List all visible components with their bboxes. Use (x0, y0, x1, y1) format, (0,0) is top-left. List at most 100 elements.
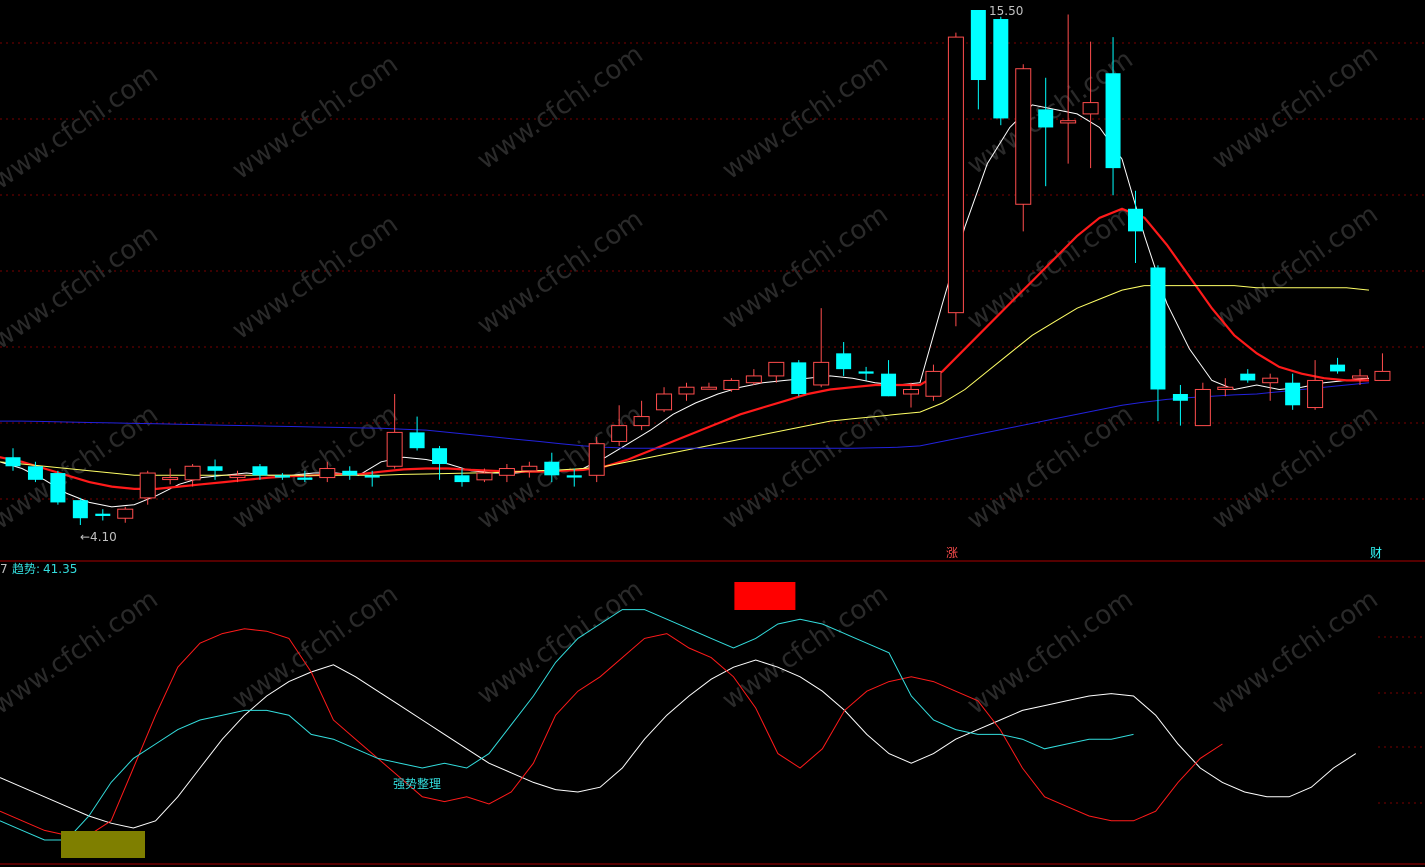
candle-body-up (611, 425, 628, 442)
candle (656, 387, 673, 413)
candle (678, 382, 695, 401)
candle (993, 16, 1009, 126)
candle-body-up (1217, 386, 1234, 390)
indicator-prefix: 7 (0, 562, 8, 576)
candle (162, 468, 179, 485)
candle (5, 448, 21, 471)
candle-body-up (1262, 377, 1279, 384)
watermark-text: www.cfchi.com (227, 49, 404, 185)
candle (566, 468, 582, 487)
candle (1105, 37, 1121, 196)
candle-body-down (95, 513, 111, 516)
candle-body-up (1352, 375, 1368, 379)
candle (588, 436, 605, 483)
candle (1330, 357, 1346, 374)
candle (947, 32, 964, 327)
candle-body-down (454, 475, 470, 483)
candle-body-down (1128, 208, 1143, 232)
candle-body-down (364, 475, 380, 478)
marker-zhang: 涨 (946, 545, 958, 560)
candle (633, 400, 650, 431)
candle-body-down (1330, 364, 1346, 372)
candlesticks (5, 10, 1391, 525)
strong-signal-block (734, 582, 796, 610)
candle (364, 470, 380, 487)
candle (432, 445, 448, 480)
candle-body-down (881, 373, 897, 397)
indicator-value: 41.35 (43, 562, 77, 576)
candle (1352, 369, 1368, 385)
candle (386, 393, 403, 469)
candle (476, 468, 493, 483)
candle (342, 466, 358, 480)
candle (274, 473, 290, 480)
watermark-text: www.cfchi.com (717, 49, 894, 185)
candle-body-up (633, 416, 650, 427)
candle-body-up (700, 386, 717, 390)
indicator-markers (61, 582, 796, 858)
candle (1172, 384, 1188, 426)
watermark-text: www.cfchi.com (472, 204, 649, 340)
candle-body-up (723, 379, 740, 390)
watermark-text: www.cfchi.com (472, 574, 649, 710)
candle-body-down (207, 466, 223, 471)
candle-body-down (836, 353, 852, 370)
candle (1082, 41, 1099, 169)
watermark-text: www.cfchi.com (227, 579, 404, 715)
candle (1240, 369, 1256, 383)
watermark-text: www.cfchi.com (472, 39, 649, 175)
candle-body-up (229, 474, 246, 479)
watermark-text: www.cfchi.com (472, 399, 649, 535)
candle-body-down (274, 475, 290, 478)
candle-body-up (656, 393, 673, 411)
candle-body-down (1240, 373, 1256, 381)
watermark-text: www.cfchi.com (962, 199, 1139, 335)
candle-body-up (768, 361, 785, 377)
candle-body-down (1150, 267, 1166, 390)
low-price-label: ←4.10 (80, 530, 117, 544)
watermark-text: www.cfchi.com (1207, 39, 1384, 175)
candle-body-up (813, 361, 830, 386)
candle-body-down (297, 477, 313, 480)
candle (319, 461, 336, 483)
candle (745, 369, 762, 385)
candle (970, 10, 986, 110)
candle (1217, 378, 1234, 397)
candle (925, 364, 942, 401)
candle-body-up (386, 431, 403, 467)
candle-body-down (544, 461, 560, 476)
watermark-text: www.cfchi.com (0, 219, 164, 355)
watermark-text: www.cfchi.com (1207, 399, 1384, 535)
candle (903, 382, 919, 408)
candle-body-down (342, 470, 358, 476)
candle (1307, 360, 1324, 410)
candle-body-down (409, 432, 425, 449)
candle (72, 497, 88, 525)
candle-body-down (1105, 73, 1121, 169)
candle-body-up (139, 472, 156, 499)
low-signal-block (61, 831, 145, 858)
candle (791, 360, 807, 397)
candle (297, 470, 313, 483)
candle (1194, 382, 1211, 427)
watermarks: www.cfchi.com www.cfchi.com www.cfchi.com w… (0, 39, 1384, 720)
candle-body-up (1194, 388, 1211, 427)
indicator-title: 趋势: (12, 562, 40, 576)
candle-body-down (432, 448, 448, 465)
candle-body-up (947, 36, 964, 314)
candle (409, 416, 425, 451)
candle-body-up (184, 465, 201, 481)
candle-body-down (1285, 382, 1301, 406)
indicator-note: 强势整理 (393, 776, 441, 791)
candle (1262, 373, 1279, 401)
candle-body-down (1038, 109, 1054, 128)
candle-body-up (588, 443, 605, 476)
candle (498, 464, 515, 483)
candle-body-up (925, 370, 942, 397)
candle-body-up (1307, 379, 1324, 409)
candle-body-down (858, 371, 874, 374)
moving-average-line (0, 285, 1370, 476)
candle (139, 470, 156, 505)
candle (611, 405, 628, 446)
watermark-text: www.cfchi.com (227, 209, 404, 345)
